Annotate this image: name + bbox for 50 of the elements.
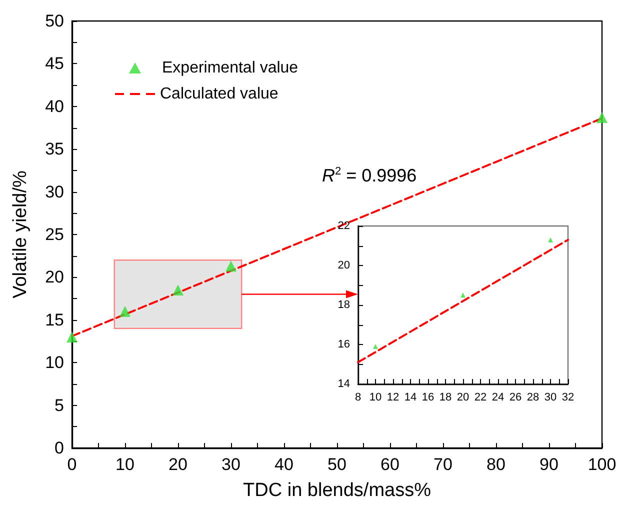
- y-tick-label: 50: [45, 12, 64, 30]
- x-axis-title: TDC in blends/mass%: [243, 480, 432, 501]
- x-tick-label: 30: [544, 392, 557, 404]
- y-tick-label: 20: [338, 260, 350, 272]
- x-tick-label: 22: [474, 392, 487, 404]
- x-tick-label: 70: [434, 455, 452, 474]
- y-tick-label: 14: [338, 378, 350, 390]
- y-tick-label: 35: [45, 140, 64, 159]
- point: [120, 306, 130, 317]
- x-tick-label: 18: [439, 392, 452, 404]
- y-tick-label: 30: [45, 182, 64, 202]
- y-tick-label: 16: [338, 338, 350, 350]
- y-tick-label: 25: [45, 225, 64, 244]
- x-tick-label: 10: [369, 392, 382, 404]
- point: [548, 237, 553, 242]
- x-tick-label: 24: [492, 392, 504, 404]
- x-tick-label: 28: [526, 392, 540, 404]
- x-tick-label: 10: [116, 455, 134, 474]
- x-tick-label: 40: [274, 455, 294, 474]
- y-axis-title: Volatile yield/%: [10, 170, 31, 298]
- point: [226, 260, 236, 272]
- legend-label: Calculated value: [160, 86, 278, 102]
- point: [596, 112, 608, 123]
- y-tick-label: 10: [45, 353, 64, 372]
- y-tick-label: 0: [54, 438, 64, 458]
- y-tick-label: 45: [45, 54, 64, 74]
- x-tick-label: 100: [588, 455, 616, 474]
- point: [172, 284, 184, 296]
- y-tick-label: 40: [45, 96, 64, 116]
- x-tick-label: 8: [354, 392, 362, 404]
- point: [460, 292, 466, 298]
- point: [66, 331, 78, 342]
- x-tick-label: 80: [486, 455, 506, 474]
- x-tick-label: 16: [422, 392, 434, 404]
- point: [373, 344, 378, 349]
- x-tick-label: 14: [404, 392, 417, 404]
- y-tick-label: 20: [45, 268, 64, 287]
- x-tick-label: 32: [562, 392, 574, 404]
- x-tick-label: 12: [386, 392, 400, 404]
- legend-label: Experimental value: [162, 60, 298, 76]
- x-tick-label: 30: [222, 455, 240, 474]
- x-tick-label: 0: [67, 455, 77, 474]
- y-tick-label: 18: [338, 299, 350, 311]
- x-tick-label: 90: [540, 455, 558, 474]
- x-tick-label: 60: [380, 455, 400, 474]
- y-tick-label: 5: [54, 396, 64, 415]
- x-tick-label: 20: [456, 392, 470, 404]
- x-tick-label: 20: [168, 455, 188, 474]
- y-tick-label: 15: [45, 310, 64, 330]
- x-tick-label: 26: [509, 392, 522, 404]
